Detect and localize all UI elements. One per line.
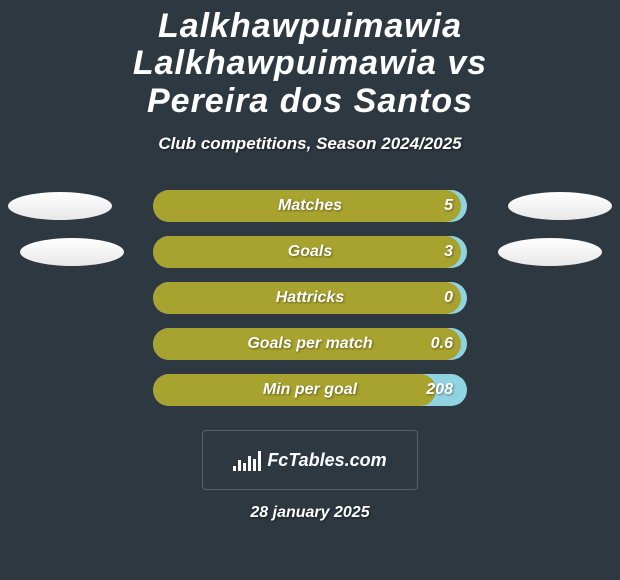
stat-label: Hattricks xyxy=(153,289,467,307)
stat-value-right: 0 xyxy=(444,289,453,307)
logo-bars-icon xyxy=(233,449,261,471)
avatar-placeholder-left xyxy=(8,192,112,220)
stat-label: Goals xyxy=(153,243,467,261)
stat-bar: Matches5 xyxy=(153,190,467,222)
stat-value-right: 5 xyxy=(444,197,453,215)
stat-row: Matches5 xyxy=(0,190,620,222)
stat-bar: Goals per match0.6 xyxy=(153,328,467,360)
stat-label: Matches xyxy=(153,197,467,215)
stat-bar: Goals3 xyxy=(153,236,467,268)
stat-row: Goals per match0.6 xyxy=(0,328,620,360)
stat-row: Hattricks0 xyxy=(0,282,620,314)
avatar-placeholder-right xyxy=(508,192,612,220)
subtitle: Club competitions, Season 2024/2025 xyxy=(158,134,461,154)
page-title: Lalkhawpuimawia Lalkhawpuimawia vs Perei… xyxy=(0,0,620,124)
stat-row: Min per goal208 xyxy=(0,374,620,406)
logo-text: FcTables.com xyxy=(267,450,386,471)
stat-label: Min per goal xyxy=(153,381,467,399)
stat-row: Goals3 xyxy=(0,236,620,268)
stat-bar: Hattricks0 xyxy=(153,282,467,314)
title-line-2: Pereira dos Santos xyxy=(20,83,600,120)
logo-box: FcTables.com xyxy=(202,430,418,490)
title-line-1: Lalkhawpuimawia Lalkhawpuimawia vs xyxy=(20,8,600,83)
avatar-placeholder-right xyxy=(498,238,602,266)
stat-bar: Min per goal208 xyxy=(153,374,467,406)
stat-label: Goals per match xyxy=(153,335,467,353)
avatar-placeholder-left xyxy=(20,238,124,266)
date-text: 28 january 2025 xyxy=(250,504,369,522)
stats-container: Matches5Goals3Hattricks0Goals per match0… xyxy=(0,190,620,406)
stat-value-right: 0.6 xyxy=(431,335,453,353)
stat-value-right: 208 xyxy=(426,381,453,399)
stat-value-right: 3 xyxy=(444,243,453,261)
